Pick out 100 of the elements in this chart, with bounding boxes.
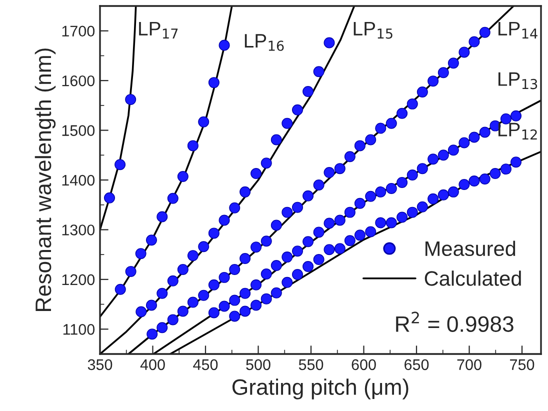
point (490, 168, 501, 180)
x-tick-label: 750 (510, 359, 534, 370)
point (240, 253, 251, 264)
point (302, 236, 314, 248)
point (448, 186, 459, 198)
point (313, 179, 324, 190)
point (396, 212, 408, 223)
point (260, 293, 272, 304)
y-axis-title: Resonant wavelength (nm) (34, 48, 56, 311)
point (208, 228, 220, 239)
point (302, 190, 314, 202)
line-series (100, 6, 233, 318)
point (135, 248, 146, 260)
point (177, 264, 188, 275)
y-tick-label: 1300 (62, 224, 95, 236)
point (136, 306, 147, 318)
point (260, 158, 272, 169)
point (250, 168, 262, 180)
annotation: LP$_{17}$ (139, 22, 178, 39)
point (282, 276, 293, 288)
point (167, 314, 178, 326)
point (448, 58, 459, 69)
x-tick-label: 600 (352, 359, 376, 370)
y-tick-label: 1700 (62, 26, 95, 37)
annotation: LP$_{12}$ (498, 122, 537, 140)
point (240, 186, 251, 198)
point (282, 252, 293, 263)
point (406, 206, 418, 218)
point (292, 268, 303, 280)
point (156, 288, 168, 299)
y-tick-label: 1400 (62, 174, 95, 186)
point (468, 36, 480, 48)
point (428, 154, 439, 165)
point (229, 264, 240, 275)
point (187, 140, 198, 152)
point (468, 132, 480, 143)
point (458, 46, 470, 58)
point (208, 307, 220, 318)
point (375, 186, 386, 198)
x-tick-label: 350 (88, 359, 112, 370)
point (365, 190, 376, 202)
point (218, 214, 230, 226)
point (104, 192, 115, 204)
point (354, 230, 366, 241)
point (260, 236, 272, 247)
point (156, 322, 168, 334)
point (365, 226, 376, 238)
point (324, 244, 335, 256)
point (438, 189, 449, 200)
point (313, 254, 324, 266)
point (386, 217, 397, 228)
point (375, 122, 386, 134)
point (458, 178, 470, 190)
point (324, 37, 335, 48)
point (344, 235, 356, 246)
point (324, 218, 335, 229)
point (365, 134, 376, 146)
point (292, 246, 303, 257)
point (510, 156, 522, 168)
point (240, 288, 251, 299)
point (167, 192, 178, 204)
point (438, 150, 449, 161)
point (125, 94, 136, 105)
point (313, 226, 324, 238)
point (334, 163, 346, 174)
x-tick-label: 650 (404, 359, 429, 370)
point (187, 250, 198, 262)
point (156, 211, 168, 222)
point (302, 261, 314, 272)
y-tick-label: 1500 (62, 125, 95, 136)
point (396, 176, 408, 188)
point (260, 268, 272, 280)
point (177, 171, 188, 182)
annotation: LP$_{13}$ (498, 72, 538, 90)
point (198, 290, 210, 301)
point (250, 242, 262, 253)
point (479, 174, 490, 185)
point (187, 296, 198, 308)
point (229, 202, 240, 214)
point (218, 40, 230, 51)
line-series (169, 150, 541, 354)
x-tick-label: 700 (457, 359, 482, 370)
x-axis-title: Grating pitch (μm) (232, 378, 408, 400)
point (386, 118, 397, 129)
line-series (100, 6, 137, 231)
y-tick-label: 1200 (62, 274, 95, 286)
point (270, 260, 282, 272)
annotation: R$^{2}$ = 0.9983 (396, 312, 514, 332)
point (198, 116, 210, 128)
point (334, 243, 346, 254)
point (448, 144, 459, 156)
legend-label: Calculated (424, 270, 521, 286)
point (229, 294, 240, 306)
point (270, 220, 282, 231)
point (240, 306, 251, 317)
point (375, 217, 386, 228)
point (167, 275, 178, 286)
y-tick-label: 1100 (63, 324, 95, 335)
point (198, 241, 210, 252)
point (344, 206, 356, 218)
